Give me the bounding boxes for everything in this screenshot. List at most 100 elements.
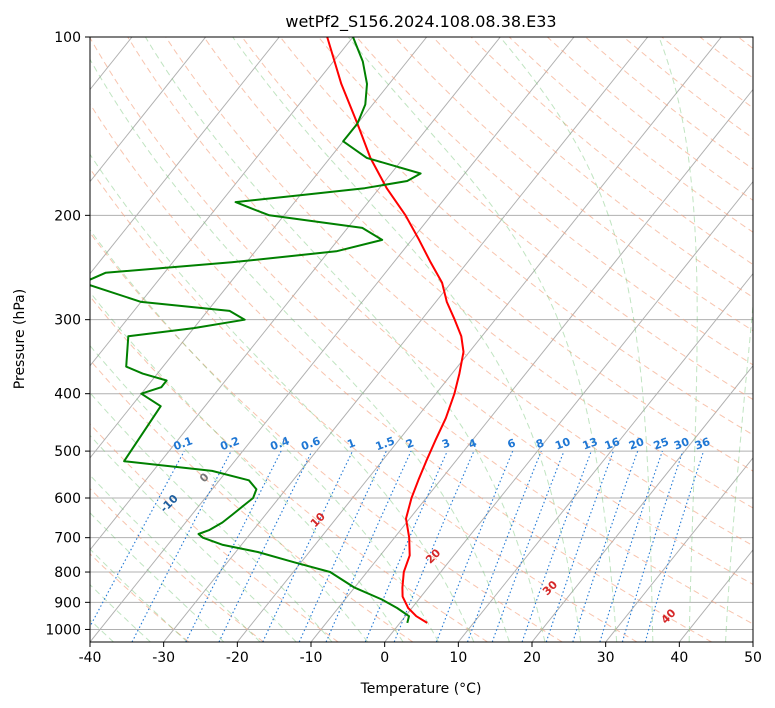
y-tick-label: 100 [54, 30, 81, 46]
mixing-ratio-line [393, 450, 475, 642]
dry-adiabat-label: 40 [659, 606, 679, 626]
mixing-ratio-label: 10 [553, 435, 572, 453]
moist-adiabat-line [658, 37, 698, 642]
dry-adiabat-line [241, 37, 753, 472]
x-tick-label: -40 [79, 650, 102, 666]
y-tick-label: 600 [54, 491, 81, 507]
isotherm-line [678, 549, 753, 642]
mixing-ratio-label: 3 [440, 436, 452, 451]
x-tick-label: 30 [597, 650, 615, 666]
mixing-ratio-label: 8 [534, 436, 546, 451]
mixing-ratio-line [599, 450, 663, 642]
temperature-profile-line [326, 37, 465, 624]
mixing-ratio-label: 0.6 [299, 434, 322, 453]
y-tick-label: 900 [54, 595, 81, 611]
y-tick-label: 1000 [45, 622, 81, 638]
dry-adiabat-line [547, 37, 753, 201]
dry-adiabat-line [127, 37, 753, 586]
mixing-ratio-line [521, 450, 592, 642]
dry-adiabat-line [165, 37, 753, 547]
x-tick-label: 40 [670, 650, 688, 666]
dry-adiabat-line [90, 553, 190, 642]
isotherm-line [90, 37, 207, 183]
moist-adiabat-line [90, 153, 475, 642]
dry-adiabat-label: 0 [197, 470, 212, 485]
dry-adiabat-line [699, 37, 753, 79]
y-tick-label: 300 [54, 313, 81, 329]
dry-adiabat-line [203, 37, 753, 509]
mixing-ratio-line [325, 450, 412, 642]
moist-adiabat-line [90, 548, 188, 642]
dry-adiabat-line [356, 37, 753, 366]
y-tick-label: 500 [54, 444, 81, 460]
dry-adiabat-line [90, 103, 712, 642]
mixing-ratio-line [185, 450, 282, 642]
y-axis-label: Pressure (hPa) [12, 289, 28, 389]
isotherm-line [163, 37, 649, 642]
isotherm-line [236, 37, 722, 642]
x-axis-ticks: -40 -30 -20 -10 0 10 20 30 40 50 [79, 642, 762, 666]
dry-adiabat-line [90, 359, 414, 642]
dry-adiabat-line [470, 37, 753, 266]
moist-adiabat-line [90, 291, 404, 642]
isotherm-line [752, 641, 753, 642]
x-tick-label: -30 [152, 650, 175, 666]
mixing-ratio-line [644, 450, 705, 642]
dry-adiabat-line [90, 423, 339, 642]
isotherm-line [310, 88, 753, 642]
moist-adiabat-line [90, 583, 151, 642]
mixing-ratio-label: 25 [652, 435, 671, 452]
dry-adiabat-line [318, 37, 753, 401]
dry-adiabat-line [90, 167, 638, 642]
mixing-ratio-label: 13 [581, 435, 600, 452]
mixing-ratio-line [466, 450, 542, 642]
mixing-ratio-line [491, 450, 565, 642]
mixing-ratio-label: 4 [467, 436, 479, 451]
dry-adiabat-line [90, 37, 753, 625]
mixing-ratio-label: 2 [404, 436, 416, 451]
dry-adiabat-line [737, 37, 753, 50]
moist-adiabat-line [90, 344, 369, 642]
isotherm-line [384, 180, 753, 642]
mixing-ratio-label: 1.5 [374, 434, 397, 453]
series-layer [90, 37, 465, 624]
y-tick-label: 200 [54, 208, 81, 224]
isotherm-line [605, 457, 753, 642]
mixing-ratio-line [435, 450, 514, 642]
plot-frame [89, 36, 754, 643]
isotherm-line [90, 37, 354, 367]
moist-adiabat-line [232, 37, 582, 642]
dry-adiabat-line [90, 231, 563, 642]
background-lines [0, 37, 753, 642]
dry-adiabat-label: 10 [308, 510, 328, 530]
isotherm-line [90, 37, 428, 459]
isotherm-line [90, 37, 501, 551]
chart-title: wetPf2_S156.2024.108.08.38.E33 [285, 12, 556, 32]
x-axis-label: Temperature (°C) [360, 681, 482, 697]
isotherm-line [90, 37, 575, 642]
moist-adiabat-line [347, 37, 618, 642]
y-tick-label: 400 [54, 387, 81, 403]
moist-adiabat-line [144, 37, 546, 642]
mixing-ratio-label: 36 [693, 435, 712, 453]
mixing-ratio-label: 1 [346, 436, 358, 451]
dewpoint-profile-line [90, 37, 422, 624]
x-tick-label: -10 [300, 650, 323, 666]
moist-adiabat-line [90, 434, 297, 642]
mixing-ratio-label: 0.4 [269, 434, 292, 453]
isotherm-line [0, 37, 58, 642]
x-tick-label: -20 [226, 650, 249, 666]
moist-adiabat-line [90, 228, 439, 642]
mixing-ratio-label: 30 [672, 435, 691, 453]
mixing-ratio-label: 16 [603, 435, 622, 453]
y-tick-label: 800 [54, 565, 81, 581]
mixing-ratio-label: 0.2 [219, 434, 242, 453]
dry-adiabat-line [585, 37, 753, 170]
x-tick-label: 10 [449, 650, 467, 666]
isotherm-line [531, 364, 753, 642]
mixing-ratio-label: 0.1 [172, 434, 195, 453]
dry-adiabat-line [508, 37, 753, 233]
moist-adiabat-line [90, 58, 510, 642]
dry-adiabat-label: -10 [158, 492, 181, 515]
